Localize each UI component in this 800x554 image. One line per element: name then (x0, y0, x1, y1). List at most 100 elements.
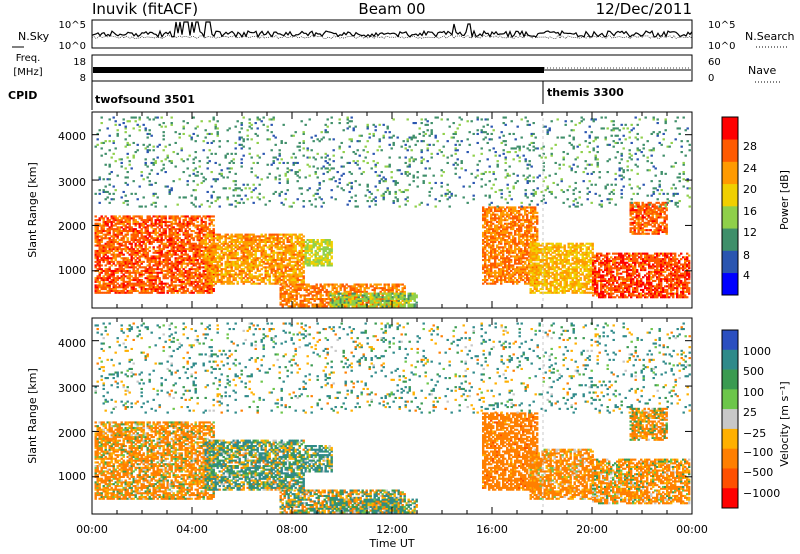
heatmap-cell (108, 240, 111, 244)
heatmap-cell (104, 279, 107, 282)
heatmap-cell (156, 219, 159, 222)
heatmap-cell (280, 264, 283, 267)
heatmap-cell (260, 235, 263, 238)
heatmap-cell (112, 280, 115, 283)
heatmap-cell (371, 298, 374, 301)
heatmap-cell (529, 259, 532, 262)
heatmap-cell (291, 288, 294, 292)
heatmap-cell (226, 259, 229, 262)
heatmap-cell (520, 240, 523, 244)
heatmap-cell (534, 206, 537, 209)
heatmap-cell (365, 299, 368, 302)
heatmap-cell (114, 255, 117, 258)
heatmap-cell (482, 231, 485, 234)
heatmap-cell (162, 230, 165, 233)
heatmap-cell (508, 206, 511, 209)
heatmap-cell (134, 233, 137, 236)
heatmap-cell (295, 301, 298, 304)
heatmap-cell (144, 277, 147, 280)
heatmap-cell (236, 253, 239, 256)
heatmap-cell (274, 242, 277, 245)
heatmap-cell (230, 233, 233, 236)
heatmap-cell (530, 235, 533, 238)
heatmap-cell (204, 279, 207, 282)
heatmap-cell (236, 259, 239, 262)
heatmap-cell (294, 260, 297, 263)
heatmap-cell (98, 268, 101, 271)
heatmap-cell (264, 242, 267, 245)
heatmap-cell (518, 226, 521, 229)
heatmap-cell (150, 268, 153, 271)
heatmap-cell (94, 235, 97, 238)
heatmap-cell (154, 279, 157, 282)
heatmap-cell (158, 253, 161, 256)
heatmap-cell (285, 301, 288, 304)
heatmap-cell (545, 271, 548, 274)
heatmap-cell (144, 249, 147, 253)
heatmap-cell (308, 246, 311, 249)
heatmap-cell (172, 286, 175, 289)
heatmap-cell (486, 273, 489, 276)
heatmap-cell (196, 217, 199, 220)
heatmap-cell (164, 224, 167, 227)
heatmap-cell (226, 273, 229, 276)
heatmap-cell (385, 294, 388, 297)
heatmap-cell (228, 275, 231, 278)
heatmap-cell (132, 282, 135, 285)
heatmap-cell (328, 251, 331, 254)
heatmap-cell (104, 249, 107, 253)
heatmap-cell (486, 210, 489, 213)
heatmap-cell (246, 264, 249, 267)
heatmap-cell (168, 249, 171, 253)
heatmap-cell (96, 237, 99, 240)
heatmap-cell (389, 296, 392, 299)
heatmap-cell (182, 259, 185, 262)
heatmap-cell (98, 253, 101, 256)
heatmap-cell (132, 217, 135, 220)
heatmap-cell (174, 222, 177, 225)
heatmap-cell (188, 282, 191, 285)
heatmap-cell (300, 244, 303, 247)
heatmap-cell (293, 303, 296, 306)
heatmap-cell (351, 288, 354, 292)
heatmap-cell (496, 231, 499, 234)
heatmap-cell (150, 257, 153, 260)
heatmap-cell (274, 233, 277, 236)
power-panel: 1000 2000 3000 4000 Slant Range [km] 4 8… (26, 111, 791, 309)
heatmap-cell (526, 282, 529, 285)
heatmap-cell (516, 257, 519, 260)
heatmap-cell (530, 228, 533, 231)
heatmap-cell (512, 242, 515, 245)
heatmap-cell (270, 255, 273, 258)
heatmap-cell (154, 288, 157, 291)
heatmap-cell (236, 235, 239, 238)
heatmap-cell (170, 217, 173, 220)
heatmap-cell (100, 257, 103, 260)
freq-left-tick-bottom: 8 (80, 73, 86, 84)
heatmap-cell (152, 257, 155, 260)
heatmap-cell (504, 262, 507, 265)
heatmap-cell (534, 280, 537, 283)
heatmap-cell (166, 249, 169, 253)
heatmap-cell (533, 266, 536, 269)
heatmap-cell (335, 283, 338, 286)
heatmap-cell (154, 230, 157, 233)
heatmap-cell (545, 282, 548, 285)
heatmap-cell (136, 269, 139, 273)
heatmap-cell (214, 246, 217, 249)
heatmap-cell (276, 259, 279, 262)
heatmap-cell (108, 257, 111, 260)
heatmap-cell (128, 219, 131, 222)
heatmap-cell (308, 253, 311, 256)
heatmap-cell (132, 230, 135, 233)
heatmap-cell (300, 248, 303, 251)
heatmap-cell (172, 231, 175, 234)
freq-left-tick-top: 18 (73, 57, 86, 68)
heatmap-cell (367, 301, 370, 304)
heatmap-cell (371, 292, 374, 295)
freq-frame (91, 54, 693, 82)
heatmap-cell (204, 262, 207, 265)
heatmap-cell (136, 264, 139, 267)
heatmap-cell (154, 239, 157, 242)
heatmap-cell (172, 248, 175, 251)
